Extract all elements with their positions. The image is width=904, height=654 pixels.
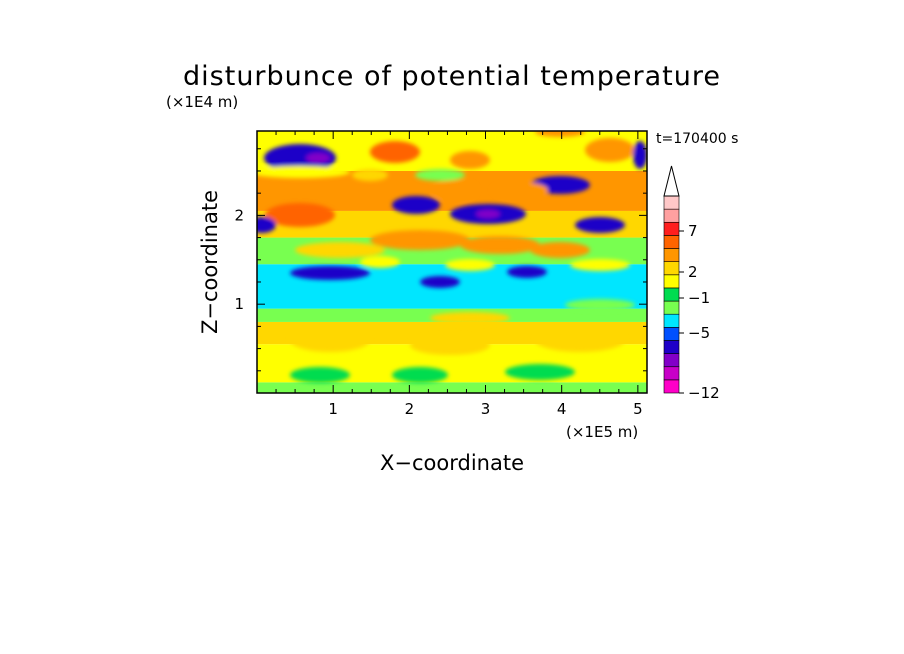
field-features: [257, 131, 647, 383]
field-feature-26: [415, 169, 465, 181]
field-feature-35: [430, 312, 510, 324]
x-axis: 1 2 3 4 5: [275, 131, 643, 418]
field-feature-2: [370, 141, 420, 163]
x-tick-label: 5: [633, 400, 643, 418]
field-feature-13: [295, 242, 385, 258]
field-feature-31: [410, 335, 490, 355]
colorbar-label: −12: [688, 384, 720, 402]
time-label: t=170400 s: [656, 131, 738, 147]
colorbar-swatch: [663, 248, 680, 262]
field-feature-22: [445, 259, 495, 271]
field-feature-28: [352, 169, 388, 181]
y-tick-label: 1: [234, 295, 244, 313]
field-feature-20: [257, 217, 276, 233]
field-feature-5: [585, 138, 635, 162]
field-feature-1: [306, 153, 330, 163]
field-feature-15: [460, 236, 540, 254]
x-tick-label: 1: [328, 400, 338, 418]
colorbar-swatch: [663, 340, 680, 354]
colorbar-label: −5: [688, 324, 710, 342]
colorbar-swatch: [663, 208, 680, 223]
colorbar-swatch: [663, 274, 680, 289]
field-feature-23: [570, 259, 630, 271]
field-feature-19: [507, 266, 547, 278]
field-feature-14: [370, 230, 470, 250]
field-feature-34: [505, 364, 575, 380]
chart-title: disturbunce of potential temperature: [183, 61, 721, 92]
field-feature-29: [535, 328, 625, 352]
x-tick-label: 2: [405, 400, 415, 418]
field-feature-21: [360, 256, 400, 268]
colorbar-extend-arrow: [663, 165, 680, 197]
colorbar-swatch: [663, 366, 680, 381]
field-feature-6: [392, 196, 440, 214]
colorbar-swatch: [663, 379, 680, 394]
field-feature-25: [535, 131, 585, 137]
colorbar-swatch: [663, 287, 680, 302]
colorbar-swatch: [663, 300, 680, 315]
field-feature-3: [450, 151, 490, 169]
colorbar-swatch: [663, 221, 680, 236]
field-feature-36: [565, 299, 635, 311]
y-unit-label: (×1E4 m): [166, 93, 238, 111]
y-tick-label: 2: [234, 206, 244, 224]
y-axis: 12: [234, 148, 647, 372]
field-feature-11: [575, 217, 625, 233]
field-feature-30: [290, 328, 370, 352]
x-axis-label: X−coordinate: [380, 451, 524, 475]
x-tick-label: 3: [481, 400, 491, 418]
colorbar-swatch: [663, 353, 680, 368]
colorbar-label: −1: [688, 289, 710, 307]
y-axis-label: Z−coordinate: [198, 190, 222, 334]
field-feature-12: [265, 203, 335, 227]
colorbar-label: 7: [688, 222, 698, 240]
colorbar-label: 2: [688, 263, 698, 281]
colorbar-swatch: [663, 235, 680, 249]
x-unit-label: (×1E5 m): [566, 423, 638, 441]
colorbar-swatch: [663, 313, 680, 328]
field-feature-33: [392, 367, 448, 383]
field-feature-18: [420, 276, 460, 288]
field-feature-0: [264, 144, 336, 172]
field-feature-10: [492, 182, 548, 198]
x-tick-label: 4: [557, 400, 567, 418]
plot-frame: [256, 130, 648, 394]
field-feature-32: [290, 367, 350, 383]
field-feature-24: [257, 166, 350, 178]
field-feature-16: [530, 242, 590, 258]
colorbar-swatch: [663, 327, 680, 341]
contour-field: [257, 131, 647, 393]
colorbar-swatch: [663, 195, 680, 210]
field-feature-8: [476, 210, 500, 218]
field-feature-9: [433, 180, 477, 200]
field-feature-27: [633, 141, 647, 169]
colorbar-swatch: [663, 261, 680, 276]
colorbar: 7 2 −1 −5 −12: [663, 165, 720, 402]
field-band-0: [257, 382, 647, 393]
field-feature-17: [290, 266, 370, 280]
